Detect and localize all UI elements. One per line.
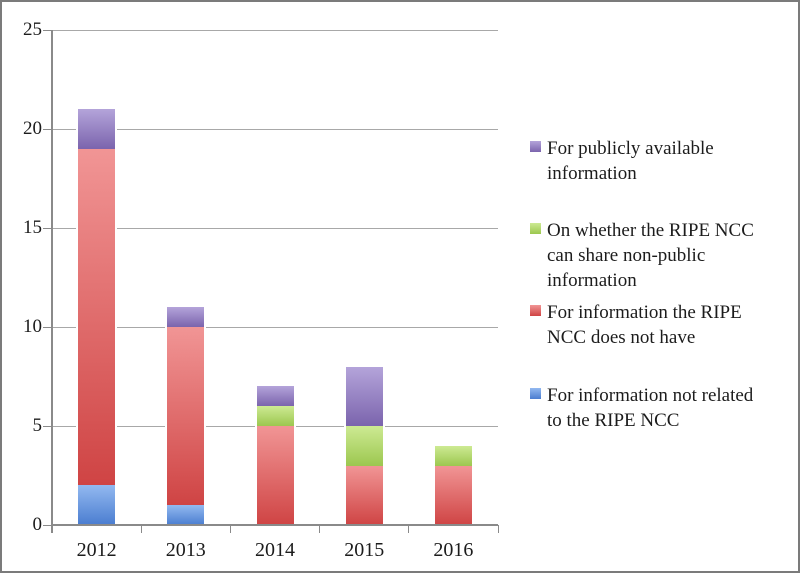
bar-segment [434, 445, 472, 466]
y-axis-tick [43, 326, 52, 328]
x-axis-category-label: 2012 [76, 539, 117, 561]
x-axis-category-label: 2015 [344, 539, 385, 561]
legend-swatch [530, 141, 541, 152]
y-axis-tick [43, 524, 52, 526]
gridline [52, 29, 498, 31]
gridline [52, 128, 498, 130]
y-axis-tick [43, 227, 52, 229]
bar-segment [167, 327, 205, 506]
x-axis-tick [319, 525, 321, 533]
gridline [52, 326, 498, 328]
bar-segment [434, 465, 472, 525]
x-axis-category-label: 2013 [165, 539, 206, 561]
bar-segment [256, 425, 294, 525]
gridline [52, 227, 498, 229]
legend-swatch [530, 388, 541, 399]
y-axis-tick-label: 10 [23, 316, 42, 337]
x-axis-tick [408, 525, 410, 533]
bar-segment [78, 485, 116, 525]
x-axis-tick [229, 525, 231, 533]
bar-2015 [345, 366, 383, 525]
bar-2016 [434, 445, 472, 525]
legend-label: On whether the RIPE NCC can share non-pub… [547, 220, 754, 291]
bar-segment [78, 109, 116, 149]
bar-segment [345, 366, 383, 426]
bar-segment [167, 505, 205, 525]
bar-segment [345, 426, 383, 466]
bar-segment [167, 307, 205, 327]
y-axis-tick-label: 20 [23, 118, 42, 139]
y-axis-tick-label: 0 [32, 514, 43, 535]
bar-2014 [256, 386, 294, 525]
y-axis-tick-label: 25 [23, 19, 42, 40]
x-axis-category-label: 2014 [255, 539, 295, 561]
bar-2013 [167, 307, 205, 525]
x-axis-tick [497, 525, 499, 533]
legend-item: On whether the RIPE NCC can share non-pub… [530, 218, 754, 293]
legend-label: For information the RIPE NCC does not hav… [547, 302, 742, 348]
legend-swatch [530, 305, 541, 316]
x-axis-tick [140, 525, 142, 533]
legend-label: For publicly available information [547, 138, 714, 184]
y-axis-tick [43, 425, 52, 427]
x-axis-category-label: 2016 [433, 539, 474, 561]
legend-item: For publicly available information [530, 136, 714, 186]
bar-segment [78, 148, 116, 486]
bar-segment [256, 386, 294, 407]
y-axis-line [51, 30, 53, 533]
x-axis-tick [51, 525, 53, 533]
bar-segment [256, 406, 294, 426]
y-axis-tick-label: 15 [23, 217, 42, 238]
legend-item: For information the RIPE NCC does not hav… [530, 300, 742, 350]
bar-segment [345, 465, 383, 525]
legend-label: For information not related to the RIPE N… [547, 385, 754, 431]
y-axis-tick-label: 5 [32, 415, 43, 436]
y-axis-tick [43, 29, 52, 31]
legend-swatch [530, 223, 541, 234]
legend-item: For information not related to the RIPE N… [530, 383, 753, 433]
bar-2012 [78, 109, 116, 525]
y-axis-tick [43, 128, 52, 130]
x-axis-line [51, 524, 498, 526]
